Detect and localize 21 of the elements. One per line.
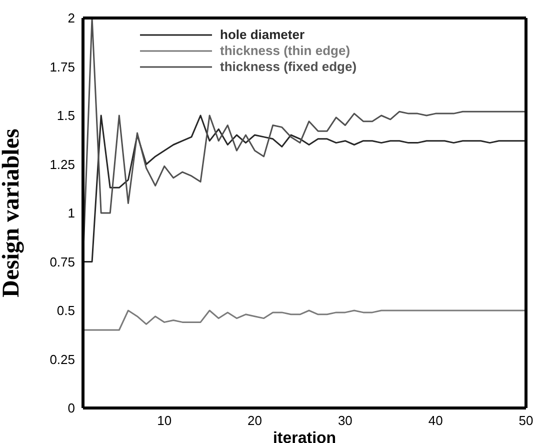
line-series: [83, 310, 526, 331]
x-tick-label: 20: [248, 413, 262, 428]
y-tick-label: 0.5: [56, 303, 75, 318]
y-tick-label: 2: [68, 10, 75, 26]
text: thickness (fixed edge): [220, 59, 357, 74]
y-axis-title: Design variables: [0, 128, 25, 298]
x-axis-title: iteration: [272, 430, 336, 443]
y-tick-label: 0.25: [50, 352, 75, 367]
y-tick-label: 0: [68, 400, 75, 416]
y-tick-label: 1.5: [56, 108, 75, 124]
line-series: [83, 114, 526, 262]
y-tick-label: 1.75: [50, 59, 75, 74]
text: thickness (thin edge): [220, 43, 350, 58]
x-tick-label: 10: [157, 413, 172, 428]
x-tick-label: 50: [518, 413, 534, 428]
text: hole diameter: [220, 27, 305, 42]
y-tick-label: 1.25: [50, 156, 75, 172]
x-tick-label: 40: [428, 413, 443, 428]
y-tick-label: 0.75: [50, 254, 75, 270]
x-tick-label: 30: [338, 413, 352, 428]
y-tick-label: 1: [68, 206, 75, 221]
